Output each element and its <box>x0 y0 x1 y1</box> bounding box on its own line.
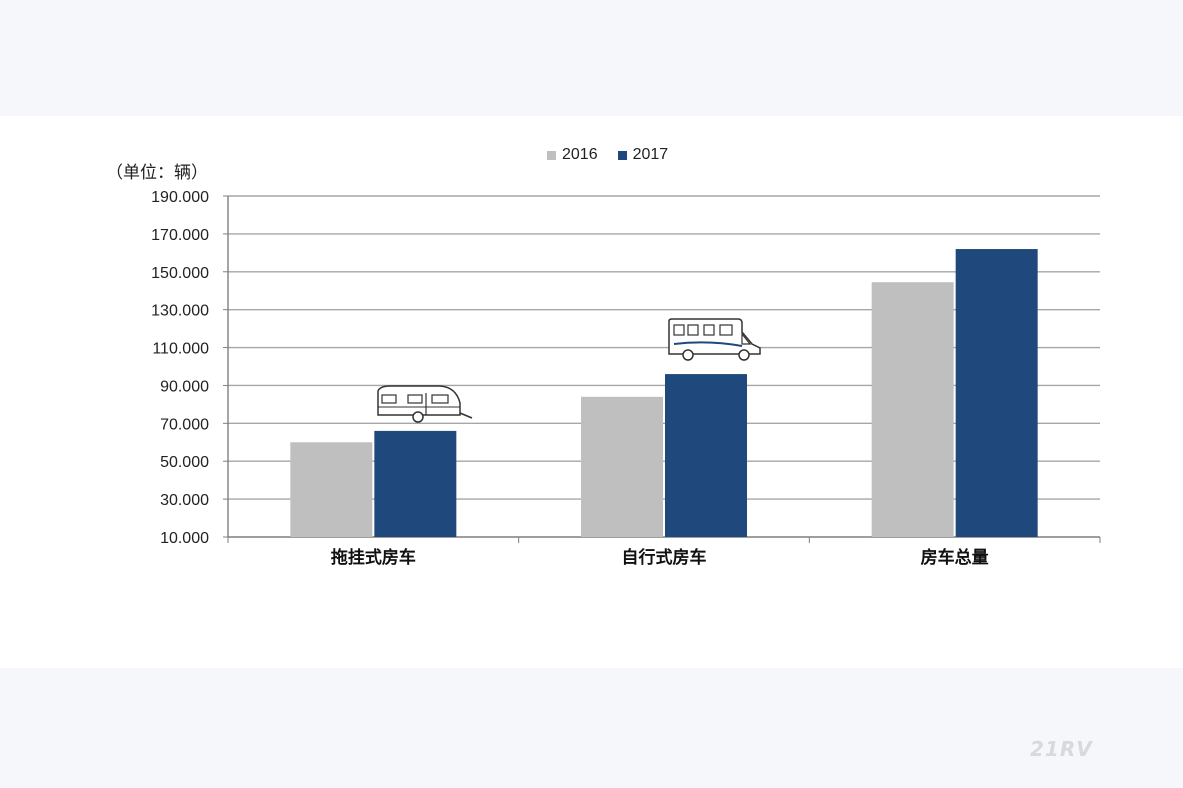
legend-item-2017: 2017 <box>617 146 669 164</box>
y-tick-label: 30.000 <box>160 492 209 509</box>
y-tick-label: 190.000 <box>151 189 209 206</box>
watermark-logo: 21RV <box>1030 737 1093 761</box>
bar-2017-1 <box>665 374 747 537</box>
bar-2016-0 <box>290 442 373 537</box>
legend-label-2017: 2017 <box>632 146 669 163</box>
x-category-label: 自行式房车 <box>622 547 707 568</box>
y-tick-label: 70.000 <box>160 416 209 433</box>
y-tick-label: 170.000 <box>151 227 209 244</box>
x-category-label: 房车总量 <box>921 547 989 568</box>
y-tick-label: 10.000 <box>160 530 209 547</box>
x-category-label: 拖挂式房车 <box>331 547 416 568</box>
y-tick-label: 90.000 <box>160 378 209 395</box>
caravan-trailer-icon <box>377 385 473 423</box>
bar-2016-1 <box>581 396 663 537</box>
y-tick-label: 110.000 <box>152 341 209 358</box>
legend-swatch-2017 <box>617 150 627 160</box>
unit-label: （单位：辆） <box>106 163 208 183</box>
legend-label-2016: 2016 <box>562 146 598 163</box>
chart-legend: 2016 2017 <box>547 146 688 164</box>
legend-item-2016: 2016 <box>547 146 598 164</box>
motorhome-icon <box>668 318 761 361</box>
y-tick-label: 130.000 <box>151 303 209 320</box>
bar-2017-0 <box>374 430 457 537</box>
legend-swatch-2016 <box>547 150 556 160</box>
bar-2016-2 <box>871 282 954 537</box>
y-tick-label: 150.000 <box>151 265 209 282</box>
y-tick-label: 50.000 <box>160 454 209 471</box>
bar-2017-2 <box>955 249 1038 538</box>
